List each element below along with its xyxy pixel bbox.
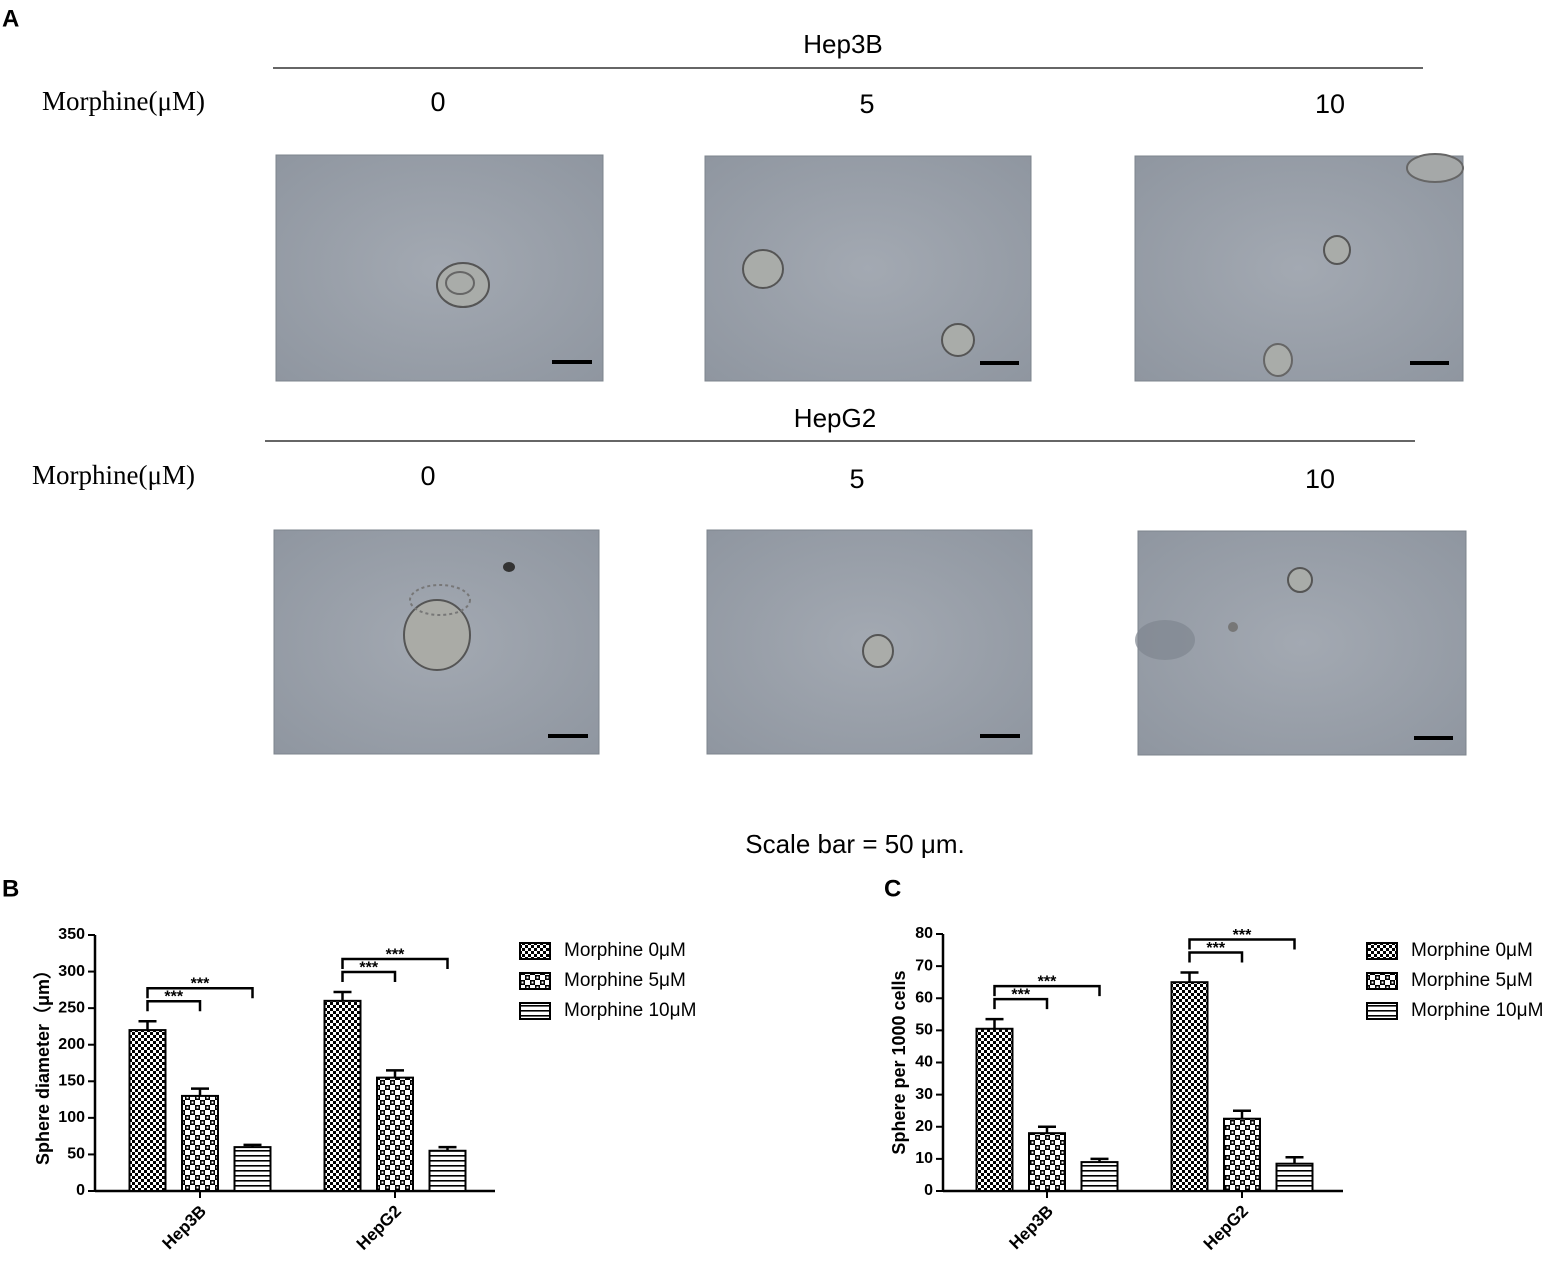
y-tick-label: 0	[924, 1182, 933, 1199]
y-tick-label: 20	[915, 1118, 933, 1135]
significance-bracket	[146, 987, 254, 999]
micrograph	[275, 154, 604, 382]
significance-bracket	[993, 984, 1101, 997]
y-tick-label: 350	[58, 926, 85, 943]
significance-label: ***	[1038, 973, 1057, 990]
significance-label: ***	[1233, 927, 1252, 944]
y-tick-label: 50	[67, 1146, 85, 1163]
significance-bracket	[146, 1000, 202, 1012]
micrograph	[1135, 530, 1467, 756]
legend-label: Morphine 0μM	[564, 940, 686, 961]
y-tick-label: 30	[915, 1086, 933, 1103]
significance-label: ***	[191, 976, 210, 993]
y-tick-label: 60	[915, 989, 933, 1006]
dose: 5	[859, 89, 874, 119]
legend-swatch	[1366, 942, 1398, 960]
legend-label: Morphine 10μM	[1411, 1000, 1543, 1021]
significance-label: ***	[386, 946, 405, 963]
significance-bracket	[1188, 951, 1244, 963]
bar	[233, 1146, 272, 1192]
dose: 0	[430, 87, 445, 117]
bar	[1223, 1117, 1261, 1192]
dose: 5	[849, 464, 864, 494]
panel-a: A Hep3B Morphine(μM) 0 5 10 HepG2 Morp	[2, 5, 1467, 859]
error-bar	[138, 1020, 157, 1031]
error-bar	[1180, 971, 1199, 983]
legend-swatch	[1366, 1002, 1398, 1020]
caption: Scale bar = 50 μm.	[745, 829, 964, 859]
error-bar	[1285, 1156, 1304, 1164]
y-axis-label: Sphere diameter（μm）	[33, 961, 53, 1165]
micrograph	[706, 529, 1033, 755]
panel-label: A	[2, 5, 19, 32]
x-tick-label: HepG2	[353, 1202, 405, 1254]
legend-label: Morphine 5μM	[1411, 970, 1533, 991]
y-tick-label: 100	[58, 1109, 85, 1126]
x-tick-label: Hep3B	[1005, 1202, 1057, 1254]
error-bar	[985, 1017, 1004, 1029]
y-axis-label: Sphere per 1000 cells	[889, 970, 909, 1154]
significance-label: ***	[359, 959, 378, 976]
bar	[128, 1029, 167, 1192]
y-tick-label: 300	[58, 963, 85, 980]
significance-bracket	[341, 970, 397, 983]
legend-swatch	[519, 1002, 551, 1020]
bar	[1028, 1132, 1066, 1193]
error-bar	[386, 1069, 404, 1078]
legend-label: Morphine 5μM	[564, 970, 686, 991]
significance-bracket	[1188, 938, 1296, 950]
bar	[1275, 1162, 1314, 1192]
y-tick-label: 0	[76, 1182, 85, 1199]
error-bar	[191, 1087, 209, 1096]
row-title: HepG2	[794, 403, 876, 433]
micrograph	[1134, 153, 1464, 382]
significance-label: ***	[1206, 940, 1225, 957]
bar	[428, 1149, 467, 1193]
significance-bracket	[341, 957, 449, 970]
y-tick-label: 10	[915, 1150, 933, 1167]
dose-label: Morphine(μM)	[32, 460, 195, 490]
legend-swatch	[1366, 972, 1398, 990]
micrograph	[704, 155, 1032, 382]
error-bar	[1233, 1109, 1251, 1119]
dose: 10	[1315, 89, 1345, 119]
dose: 10	[1305, 464, 1335, 494]
micrograph	[273, 529, 600, 755]
error-bar	[243, 1143, 262, 1148]
y-tick-label: 70	[915, 957, 933, 974]
bar	[181, 1094, 219, 1193]
y-tick-label: 150	[58, 1073, 85, 1090]
row-title: Hep3B	[803, 29, 883, 59]
error-bar	[1038, 1125, 1056, 1134]
y-tick-label: 200	[58, 1036, 85, 1053]
x-tick-label: HepG2	[1200, 1202, 1252, 1254]
bar	[975, 1027, 1014, 1193]
legend-swatch	[519, 972, 551, 990]
y-tick-label: 250	[58, 999, 85, 1016]
error-bar	[438, 1145, 457, 1151]
error-bar	[1090, 1157, 1109, 1163]
y-tick-label: 50	[915, 1022, 933, 1039]
dose: 0	[420, 461, 435, 491]
panel-label: C	[884, 875, 901, 902]
bar	[376, 1076, 414, 1192]
bar	[1080, 1161, 1119, 1193]
bar	[323, 999, 362, 1192]
significance-bracket	[993, 997, 1049, 1010]
y-tick-label: 80	[915, 925, 933, 942]
x-tick-label: Hep3B	[158, 1202, 210, 1254]
legend-label: Morphine 10μM	[564, 1000, 696, 1021]
significance-label: ***	[164, 989, 183, 1006]
error-bar	[333, 990, 352, 1001]
bar	[1170, 981, 1209, 1192]
significance-label: ***	[1011, 986, 1030, 1003]
legend-label: Morphine 0μM	[1411, 940, 1533, 961]
dose-label: Morphine(μM)	[42, 86, 205, 116]
legend-swatch	[519, 942, 551, 960]
panel-label: B	[2, 875, 19, 902]
y-tick-label: 40	[915, 1054, 933, 1071]
